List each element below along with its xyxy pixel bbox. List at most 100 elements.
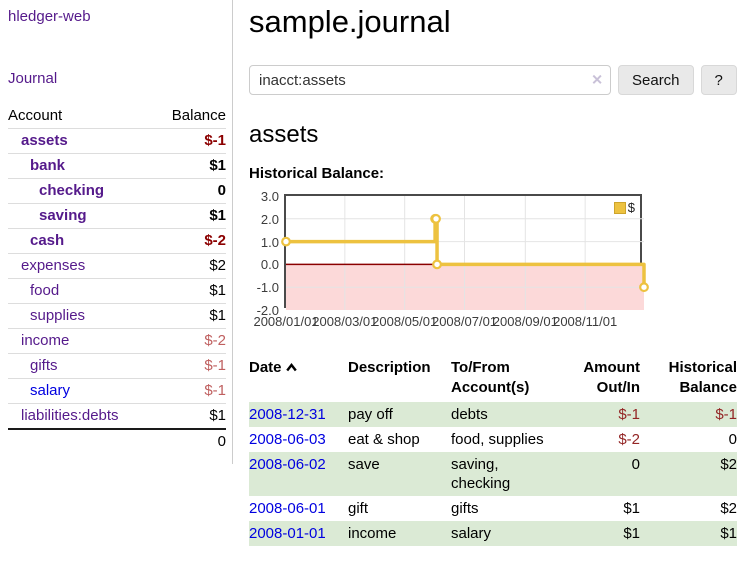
account-row: checking 0 [8, 178, 226, 204]
account-row: gifts $-1 [8, 353, 226, 379]
account-balance: $-2 [154, 228, 226, 254]
x-tick-label: 2008/09/01 [492, 314, 558, 329]
historical-balance-chart: 3.0 2.0 1.0 0.0 -1.0 -2.0 $ 2008/01/01 2008/03… [249, 190, 742, 334]
page-title: sample.journal [249, 4, 451, 39]
account-row: income $-2 [8, 328, 226, 354]
transaction-date-link[interactable]: 2008-06-03 [249, 431, 326, 448]
accounts-header-row: Account Balance [8, 104, 226, 129]
account-link[interactable]: assets [21, 132, 68, 149]
transaction-description: pay off [348, 406, 393, 423]
transaction-accounts: salary [451, 525, 492, 542]
y-tick-label: 3.0 [260, 189, 279, 204]
transaction-balance: $2 [720, 500, 737, 517]
register-table: Date Description To/From Account(s) Amou… [249, 356, 737, 546]
accounts-total-row: 0 [8, 428, 226, 454]
account-balance: $1 [154, 303, 226, 329]
transaction-description: save [348, 456, 380, 473]
account-balance: $-1 [154, 378, 226, 404]
account-row: bank $1 [8, 153, 226, 179]
account-balance: $1 [154, 153, 226, 179]
x-tick-label: 2008/07/01 [431, 314, 498, 329]
account-link[interactable]: salary [30, 382, 71, 399]
account-link[interactable]: saving [39, 207, 87, 224]
sidebar: hledger-web Journal Account Balance asse… [0, 0, 233, 464]
transaction-date-link[interactable]: 2008-06-02 [249, 456, 326, 473]
app-root: hledger-web Journal Account Balance asse… [0, 0, 742, 546]
account-link[interactable]: gifts [30, 357, 58, 374]
transaction-date-link[interactable]: 2008-12-31 [249, 406, 326, 423]
accounts-header-account: Account [8, 107, 63, 124]
y-tick-label: 0.0 [260, 257, 279, 273]
account-link[interactable]: income [21, 332, 70, 349]
transaction-amount: 0 [631, 456, 640, 473]
transaction-date-link[interactable]: 2008-01-01 [249, 525, 326, 542]
sort-ascending-icon [285, 358, 297, 378]
accounts-total-spacer [8, 428, 155, 454]
account-balance: $1 [154, 403, 226, 429]
y-tick-label: 2.0 [260, 211, 279, 227]
account-row: saving $1 [8, 203, 226, 229]
x-tick-label: 2008/01/01 [253, 314, 319, 329]
transaction-amount: $1 [623, 525, 640, 542]
register-table-body: 2008-12-31 pay off debts $-1 $-1 2008-06… [249, 402, 737, 546]
accounts-table: Account Balance assets $-1 bank $1 check… [8, 104, 226, 454]
transaction-balance: $2 [720, 456, 737, 473]
account-link[interactable]: supplies [30, 307, 86, 324]
transaction-description: income [348, 525, 397, 542]
accounts-table-body: assets $-1 bank $1 checking 0 saving $1 … [8, 128, 226, 429]
register-row: 2008-06-03 eat & shop food, supplies $-2… [249, 427, 737, 452]
accounts-total-value: 0 [154, 428, 226, 454]
account-row: food $1 [8, 278, 226, 304]
account-balance: $1 [154, 278, 226, 304]
account-row: salary $-1 [8, 378, 226, 404]
search-button[interactable]: Search [618, 65, 694, 95]
account-link[interactable]: bank [30, 157, 66, 174]
transaction-balance: $1 [720, 525, 737, 542]
search-input[interactable] [249, 65, 611, 95]
chart-legend: $ [612, 200, 636, 215]
register-row: 2008-01-01 income salary $1 $1 [249, 521, 737, 546]
transaction-accounts: gifts [451, 500, 479, 517]
account-balance: $-2 [154, 328, 226, 354]
account-row: expenses $2 [8, 253, 226, 279]
register-header-amount: Amount Out/In [583, 359, 640, 396]
transaction-description: eat & shop [348, 431, 420, 448]
register-header-row: Date Description To/From Account(s) Amou… [249, 356, 737, 402]
transaction-amount: $-1 [618, 406, 640, 423]
account-balance: 0 [154, 178, 226, 204]
legend-label: $ [627, 200, 635, 215]
chart-canvas [281, 196, 649, 310]
x-tick-label: 2008/05/01 [372, 314, 438, 329]
account-row: supplies $1 [8, 303, 226, 329]
search-bar: ✕ Search ? [249, 65, 742, 95]
accounts-header-balance: Balance [171, 107, 226, 124]
chart-plot-area[interactable]: $ [281, 194, 649, 310]
search-box: ✕ [249, 65, 611, 95]
register-row: 2008-06-01 gift gifts $1 $2 [249, 496, 737, 521]
account-link[interactable]: checking [39, 182, 105, 199]
register-header-description: Description [348, 359, 431, 376]
help-button[interactable]: ? [700, 65, 737, 95]
sidebar-item-journal[interactable]: Journal [8, 70, 58, 87]
register-header-accounts: To/From Account(s) [451, 359, 530, 396]
account-link[interactable]: liabilities:debts [21, 407, 119, 424]
x-tick-label: 2008/11/01 [553, 314, 618, 329]
account-link[interactable]: food [30, 282, 60, 299]
account-link[interactable]: cash [30, 232, 65, 249]
transaction-balance: 0 [728, 431, 737, 448]
account-link[interactable]: expenses [21, 257, 86, 274]
account-row: cash $-2 [8, 228, 226, 254]
register-header-date[interactable]: Date [249, 356, 348, 402]
chart-y-axis: 3.0 2.0 1.0 0.0 -1.0 -2.0 [249, 190, 279, 317]
transaction-amount: $1 [623, 500, 640, 517]
y-tick-label: 1.0 [260, 234, 279, 250]
register-row: 2008-06-02 save saving, checking 0 $2 [249, 452, 737, 496]
register-header-balance: Historical Balance [668, 359, 737, 396]
account-balance: $-1 [154, 128, 226, 154]
clear-search-icon[interactable]: ✕ [591, 71, 603, 88]
app-title-link[interactable]: hledger-web [8, 8, 91, 25]
transaction-accounts: food, supplies [451, 431, 544, 448]
chart-x-axis: 2008/01/01 2008/03/01 2008/05/01 2008/07/01… [253, 314, 644, 330]
transaction-date-link[interactable]: 2008-06-01 [249, 500, 326, 517]
transaction-balance: $-1 [715, 406, 737, 423]
